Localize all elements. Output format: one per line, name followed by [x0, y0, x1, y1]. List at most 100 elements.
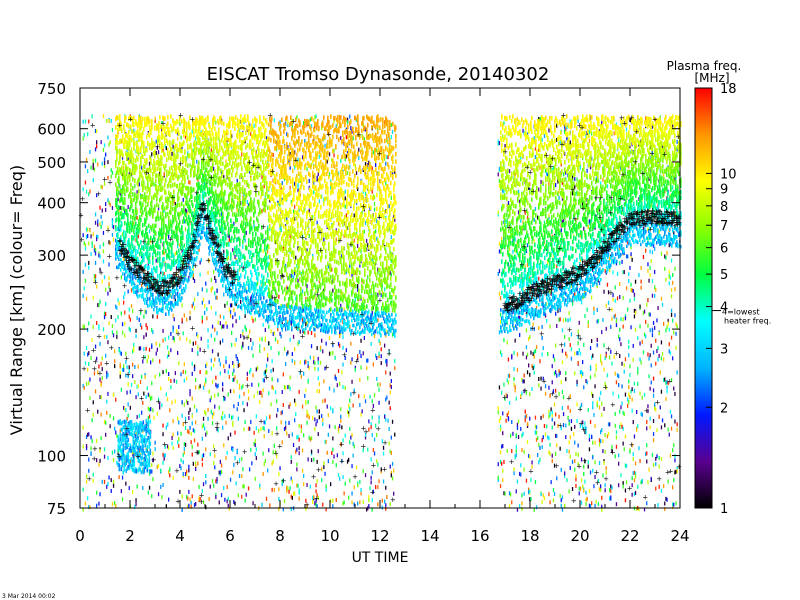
echo-point [308, 208, 310, 213]
echo-point [331, 451, 333, 455]
echo-point [84, 262, 87, 267]
echo-point [640, 279, 642, 284]
echo-point [181, 494, 183, 499]
echo-point [542, 435, 544, 440]
echo-point [141, 212, 143, 217]
echo-point [154, 116, 156, 121]
echo-point [117, 127, 119, 133]
echo-point [585, 490, 587, 495]
echo-point [605, 229, 607, 234]
echo-point [523, 379, 525, 384]
echo-point [216, 289, 218, 293]
echo-point [148, 255, 150, 261]
echo-point [547, 352, 549, 356]
echo-point [592, 353, 594, 358]
echo-point [93, 274, 96, 279]
echo-point [89, 189, 91, 194]
echo-point [124, 310, 126, 315]
echo-point [292, 491, 295, 496]
echo-point [357, 356, 359, 361]
echo-point [640, 285, 642, 290]
echo-point [317, 360, 319, 365]
echo-point [152, 177, 154, 182]
echo-point [131, 137, 133, 143]
echo-point [593, 311, 595, 315]
echo-point [120, 253, 122, 257]
echo-point [674, 287, 676, 292]
echo-point [252, 501, 254, 506]
echo-point [551, 380, 553, 385]
echo-point [116, 135, 118, 139]
echo-point [197, 164, 199, 169]
echo-point [108, 240, 110, 245]
echo-point [243, 408, 245, 413]
echo-point [645, 248, 647, 253]
echo-point [146, 215, 148, 221]
echo-point [150, 302, 152, 306]
echo-point [637, 366, 639, 371]
echo-point [136, 484, 138, 489]
echo-point [180, 431, 182, 436]
echo-point [561, 507, 564, 512]
echo-point [97, 222, 99, 227]
echo-point [123, 364, 125, 369]
echo-point [121, 205, 123, 211]
echo-point [131, 236, 133, 242]
echo-point [223, 397, 225, 402]
echo-point [357, 284, 359, 289]
echo-point [201, 462, 203, 467]
echo-point [507, 201, 510, 205]
echo-point [117, 149, 119, 154]
echo-point [297, 157, 299, 162]
echo-point [573, 293, 575, 298]
echo-point [130, 244, 132, 250]
echo-point [209, 398, 211, 403]
echo-point [584, 459, 586, 464]
echo-point [147, 416, 149, 420]
echo-point [652, 376, 655, 381]
echo-point [619, 337, 621, 342]
echo-point [592, 393, 594, 398]
echo-point [189, 163, 191, 168]
echo-point [577, 118, 579, 123]
echo-point [313, 190, 315, 195]
echo-point [145, 199, 147, 204]
echo-point [568, 440, 570, 445]
echo-point [166, 306, 169, 311]
echo-point [140, 201, 142, 206]
echo-point [181, 507, 183, 512]
echo-point [528, 185, 530, 190]
echo-point [367, 243, 369, 248]
echo-point [574, 291, 576, 296]
echo-point [614, 423, 616, 428]
echo-point [205, 432, 207, 437]
echo-point [602, 318, 604, 322]
echo-point [148, 265, 150, 270]
echo-point [112, 225, 115, 230]
echo-point [232, 248, 234, 253]
echo-point [588, 437, 591, 442]
echo-point [555, 433, 557, 438]
echo-point [151, 204, 153, 209]
echo-point [641, 478, 643, 483]
echo-point [610, 484, 612, 489]
echo-point [390, 473, 392, 478]
echo-point [619, 282, 621, 286]
echo-point [213, 444, 215, 449]
echo-point [529, 321, 531, 326]
echo-point [297, 483, 299, 488]
echo-point [145, 212, 147, 217]
echo-point [138, 177, 140, 183]
echo-point [558, 372, 560, 377]
echo-point [636, 426, 638, 431]
echo-point [537, 453, 539, 457]
echo-point [634, 279, 637, 284]
echo-point [138, 147, 140, 152]
echo-point [245, 492, 247, 497]
echo-point [497, 272, 499, 276]
echo-point [226, 301, 228, 306]
echo-point [237, 416, 239, 421]
echo-point [544, 384, 547, 389]
echo-point [615, 435, 618, 440]
echo-point [133, 286, 135, 290]
